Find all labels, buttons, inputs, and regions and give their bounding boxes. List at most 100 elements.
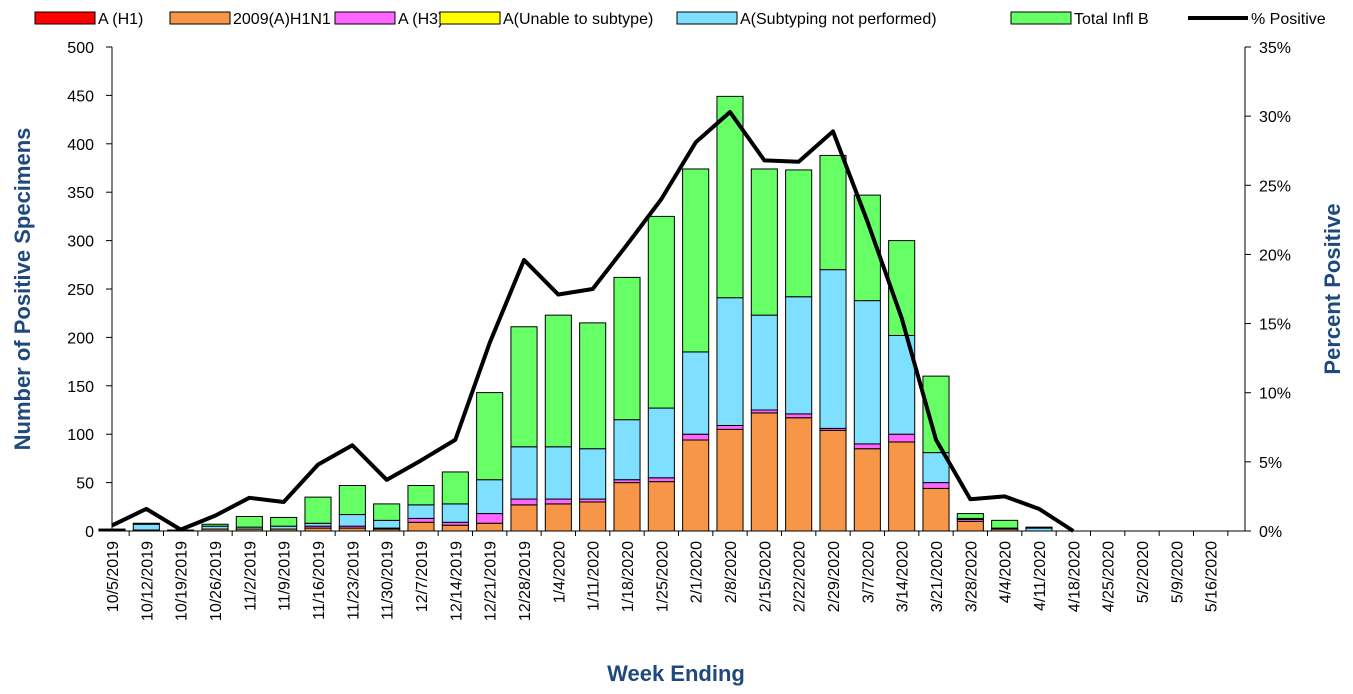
- x-tick-label: 10/19/2019: [174, 541, 191, 621]
- x-tick-label: 3/21/2020: [929, 541, 946, 612]
- bar-segment: [750, 168, 778, 316]
- legend-swatch: [439, 11, 501, 25]
- x-tick-label: 10/5/2019: [105, 541, 122, 612]
- bar-segment: [544, 314, 572, 448]
- bar-segment: [1025, 526, 1053, 529]
- bar-segment: [407, 521, 435, 532]
- legend-swatch: [676, 11, 738, 25]
- line: [111, 109, 1075, 533]
- bar-segment: [750, 314, 778, 411]
- bar-segment: [888, 433, 916, 443]
- x-tick-label: 11/2/2019: [242, 541, 259, 611]
- x-tick-label: 1/25/2020: [654, 541, 671, 612]
- bar-segment: [476, 522, 504, 532]
- y2-tick-label: 15%: [1259, 317, 1291, 334]
- bar-segment: [201, 523, 229, 527]
- y2-tick-label: 35%: [1259, 40, 1291, 57]
- y2-tick-label: 0%: [1259, 524, 1282, 541]
- bar-segment: [373, 519, 401, 529]
- bar-segment: [613, 276, 641, 421]
- legend-swatch: [169, 11, 231, 25]
- y-tick-label: 100: [67, 427, 94, 444]
- bar-segment: [922, 482, 950, 489]
- bar-segment: [647, 481, 675, 532]
- x-tick-label: 11/16/2019: [311, 541, 328, 620]
- y2-tick-label: 5%: [1259, 455, 1282, 472]
- x-tick-label: 1/4/2020: [551, 541, 568, 603]
- y-tick-label: 500: [67, 40, 94, 57]
- bar-segment: [819, 429, 847, 532]
- y-tick-label: 50: [76, 476, 94, 493]
- bar-segment: [338, 485, 366, 516]
- bar-segment: [785, 169, 813, 298]
- x-tick-label: 12/21/2019: [483, 541, 500, 621]
- legend-label: 2009(A)H1N1: [233, 11, 331, 28]
- y-tick-label: 350: [67, 185, 94, 202]
- x-tick-label: 1/11/2020: [586, 541, 603, 611]
- bar-segment: [441, 524, 469, 532]
- x-tick-label: 12/14/2019: [448, 541, 465, 621]
- bar-segment: [956, 520, 984, 532]
- bar-segment: [853, 443, 881, 450]
- bar-segment: [407, 504, 435, 519]
- bar-segment: [132, 523, 160, 531]
- y-tick-label: 250: [67, 282, 94, 299]
- bar-segment: [888, 441, 916, 532]
- bar-segment: [407, 517, 435, 523]
- x-tick-label: 10/12/2019: [139, 541, 156, 621]
- legend-label: A(Subtyping not performed): [740, 11, 937, 28]
- bar-segment: [544, 498, 572, 505]
- legend-label: % Positive: [1251, 11, 1326, 28]
- bar-segment: [682, 433, 710, 441]
- x-tick-label: 2/1/2020: [689, 541, 706, 603]
- bar-segment: [441, 503, 469, 523]
- bar-segment: [956, 513, 984, 519]
- bar-segment: [647, 407, 675, 479]
- bar-segment: [510, 446, 538, 500]
- bar-segment: [407, 485, 435, 506]
- legend-swatch: [334, 11, 396, 25]
- legend-label: A (H3): [398, 11, 443, 28]
- bar-segment: [750, 412, 778, 532]
- bar-segment: [647, 215, 675, 409]
- x-tick-label: 3/7/2020: [860, 541, 877, 603]
- legend-label: A(Unable to subtype): [503, 11, 653, 28]
- y-tick-label: 450: [67, 88, 94, 105]
- bar-segment: [613, 419, 641, 481]
- bar-segment: [716, 428, 744, 532]
- bar-segment: [853, 448, 881, 532]
- bar-segment: [785, 413, 813, 419]
- x-tick-label: 12/7/2019: [414, 541, 431, 612]
- bar-segment: [785, 296, 813, 415]
- bar-segment: [579, 501, 607, 532]
- x-tick-label: 2/15/2020: [757, 541, 774, 612]
- legend-label: Total Infl B: [1074, 11, 1149, 28]
- bar-segment: [441, 471, 469, 505]
- bar-segment: [510, 326, 538, 448]
- y-tick-label: 200: [67, 330, 94, 347]
- bar-segment: [579, 448, 607, 500]
- x-tick-label: 3/14/2020: [895, 541, 912, 612]
- bar-segment: [785, 417, 813, 532]
- bar-segment: [338, 514, 366, 527]
- x-tick-label: 3/28/2020: [963, 541, 980, 612]
- bar-segment: [682, 168, 710, 353]
- x-tick-label: 2/8/2020: [723, 541, 740, 603]
- x-tick-label: 11/30/2019: [380, 541, 397, 620]
- y2-tick-label: 30%: [1259, 109, 1291, 126]
- y-axis-title: Number of Positive Specimens: [10, 128, 35, 451]
- y-tick-label: 300: [67, 234, 94, 251]
- bar-segment: [476, 392, 504, 481]
- bar-segment: [922, 487, 950, 532]
- legend-label: A (H1): [98, 11, 143, 28]
- bar-segment: [579, 322, 607, 450]
- x-tick-label: 4/18/2020: [1066, 541, 1083, 612]
- x-tick-label: 11/23/2019: [345, 541, 362, 620]
- bar-segment: [819, 269, 847, 429]
- bar-segment: [235, 515, 263, 528]
- bar-segment: [373, 503, 401, 521]
- x-tick-label: 11/9/2019: [277, 541, 294, 611]
- x-tick-label: 2/29/2020: [826, 541, 843, 612]
- y-tick-label: 150: [67, 379, 94, 396]
- x-tick-label: 5/16/2020: [1204, 541, 1221, 612]
